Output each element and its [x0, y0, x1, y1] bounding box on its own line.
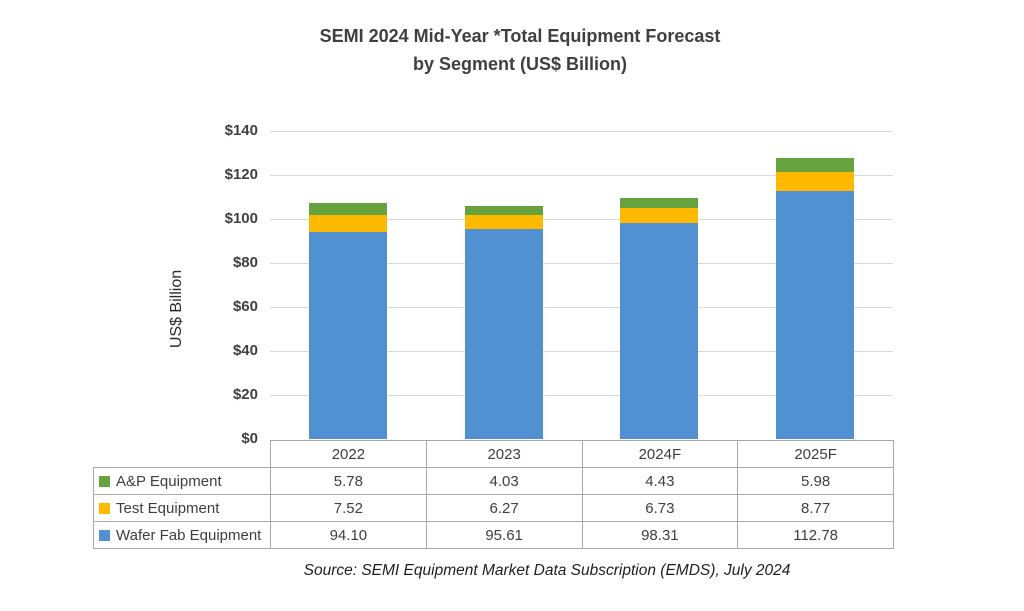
source-caption: Source: SEMI Equipment Market Data Subsc… — [303, 562, 791, 579]
y-axis-tick-label: $0 — [241, 430, 258, 447]
plot-area — [270, 131, 893, 439]
bar-segment — [776, 171, 855, 191]
gridline — [270, 219, 893, 220]
table-header-row: 2022 2023 2024F 2025F — [94, 440, 894, 468]
table-row: A&P Equipment 5.78 4.03 4.43 5.98 — [93, 467, 894, 495]
chart-title-line1: SEMI 2024 Mid-Year *Total Equipment Fore… — [319, 26, 721, 46]
value-cell: 112.78 — [737, 521, 894, 549]
legend-label-cell: Wafer Fab Equipment — [93, 521, 271, 549]
value-cell: 98.31 — [581, 521, 739, 549]
value-cell: 6.73 — [581, 494, 739, 522]
y-axis-tick-label: $40 — [232, 342, 258, 359]
table-row: Test Equipment 7.52 6.27 6.73 8.77 — [93, 494, 894, 522]
bar-segment — [464, 228, 543, 439]
value-cell: 7.52 — [270, 494, 427, 522]
y-axis-tick-label: $80 — [232, 254, 258, 271]
bar-segment — [464, 214, 543, 229]
y-axis-tick-label: $60 — [232, 298, 258, 315]
category-header-cell: 2024F — [581, 440, 739, 468]
value-cell: 4.03 — [425, 467, 583, 495]
bar-segment — [308, 202, 387, 216]
bar-segment — [464, 206, 543, 215]
gridline — [270, 175, 893, 176]
chart-title-line2: by Segment (US$ Billion) — [412, 54, 628, 74]
bar-segment — [776, 158, 855, 172]
legend-swatch-icon — [99, 529, 110, 541]
y-axis-tick-label: $20 — [232, 386, 258, 403]
value-cell: 5.98 — [737, 467, 894, 495]
legend-label-cell: Test Equipment — [93, 494, 271, 522]
value-cell: 6.27 — [425, 494, 583, 522]
bar-segment — [620, 198, 699, 208]
category-header-cell: 2023 — [425, 440, 583, 468]
value-cell: 8.77 — [737, 494, 894, 522]
bar-segment — [776, 190, 855, 439]
legend-swatch-icon — [99, 502, 110, 514]
data-table: 2022 2023 2024F 2025F A&P Equipment 5.78 4.03 4… — [93, 440, 894, 549]
table-row: Wafer Fab Equipment 94.10 95.61 98.31 112.78 — [93, 521, 894, 549]
legend-data-table-wrap: 2022 2023 2024F 2025F A&P Equipment 5.78 4.03 4… — [93, 440, 894, 549]
gridline — [270, 307, 893, 308]
value-cell: 95.61 — [425, 521, 583, 549]
chart-title: SEMI 2024 Mid-Year *Total Equipment Fore… — [16, 22, 1024, 78]
y-axis-tick-label: $120 — [224, 166, 258, 183]
table-corner-cell — [94, 441, 271, 468]
value-cell: 4.43 — [581, 467, 739, 495]
gridline — [270, 395, 893, 396]
y-axis-tick-label: $100 — [224, 210, 258, 227]
value-cell: 5.78 — [270, 467, 427, 495]
legend-label-cell: A&P Equipment — [93, 467, 271, 495]
bar-segment — [308, 231, 387, 439]
legend-swatch-icon — [99, 475, 110, 487]
y-axis-tick-label: $140 — [224, 122, 258, 139]
bar-segment — [308, 215, 387, 232]
gridline — [270, 351, 893, 352]
gridline — [270, 263, 893, 264]
category-header-cell: 2025F — [737, 440, 894, 468]
gridline — [270, 131, 893, 132]
category-header-cell: 2022 — [270, 440, 427, 468]
bar-segment — [620, 207, 699, 223]
value-cell: 94.10 — [270, 521, 427, 549]
bar-segment — [620, 222, 699, 439]
